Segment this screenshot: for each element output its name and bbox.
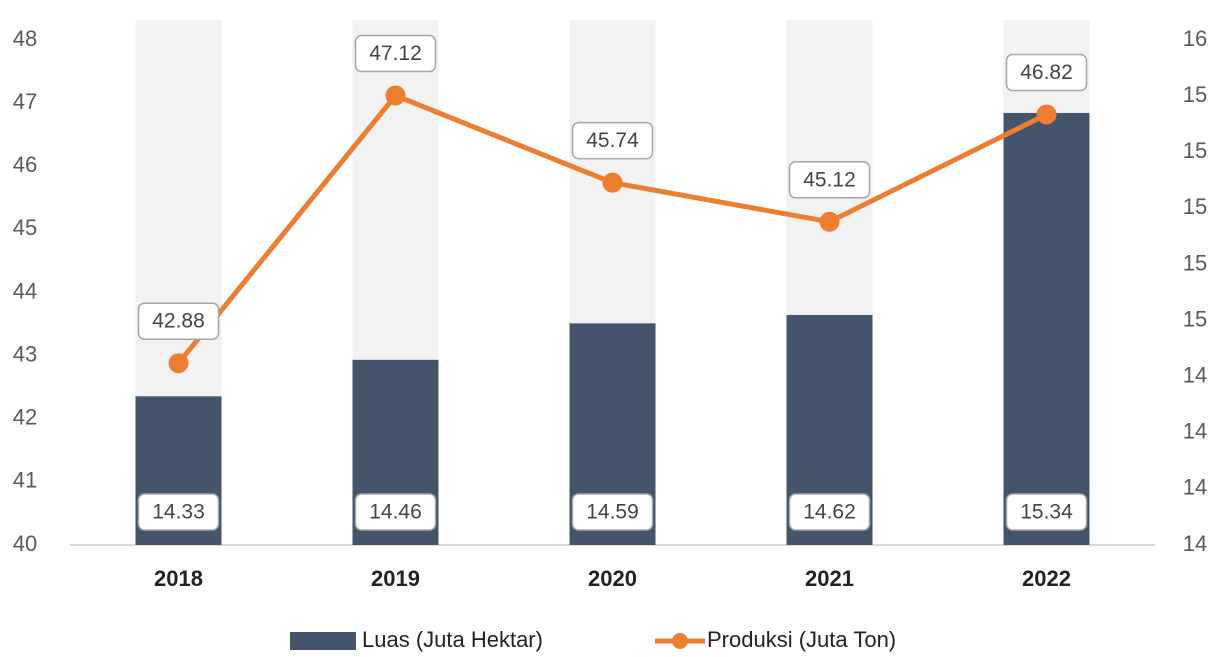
line-point (819, 211, 840, 232)
data-label-text: 46.82 (1020, 61, 1073, 84)
data-label-text: 14.46 (369, 501, 422, 524)
data-label: 45.12 (788, 161, 871, 199)
label-box (571, 121, 654, 160)
label-box (1005, 53, 1088, 92)
data-label-text: 45.74 (586, 129, 639, 152)
y-tick-label: 43 (13, 341, 37, 366)
x-tick-label: 2019 (371, 566, 420, 591)
y-tick-label: 41 (13, 468, 37, 493)
y-tick-label: 48 (13, 26, 37, 51)
data-label: 46.82 (1005, 53, 1088, 92)
bar (1003, 112, 1090, 545)
data-label-text: 14.59 (586, 501, 639, 524)
data-label-text: 42.88 (152, 310, 205, 333)
label-box (354, 493, 437, 531)
label-box (788, 161, 871, 199)
data-label-text: 14.62 (803, 501, 856, 524)
y2-tick-label: 15 (1183, 250, 1207, 275)
data-label-text: 45.12 (803, 168, 856, 191)
x-tick-label: 2018 (154, 566, 203, 591)
legend-label: Produksi (Juta Ton) (707, 627, 896, 652)
label-box (354, 34, 437, 73)
label-box (1005, 493, 1088, 531)
data-label: 47.12 (354, 34, 437, 73)
data-label: 45.74 (571, 121, 654, 160)
y-tick-label: 46 (13, 152, 37, 177)
data-label-text: 15.34 (1020, 501, 1073, 524)
data-label: 14.46 (354, 493, 437, 531)
y-tick-label: 40 (13, 531, 37, 556)
line-point (168, 353, 189, 374)
legend-marker (672, 633, 688, 649)
y2-tick-label: 14 (1183, 419, 1207, 444)
data-label-text: 47.12 (369, 42, 422, 65)
data-label: 14.59 (571, 493, 654, 531)
data-label: 15.34 (1005, 493, 1088, 531)
y2-tick-label: 15 (1183, 194, 1207, 219)
y-tick-label: 45 (13, 215, 37, 240)
label-box (137, 302, 220, 340)
y2-tick-label: 15 (1183, 138, 1207, 163)
y2-tick-label: 14 (1183, 475, 1207, 500)
legend-swatch (290, 632, 356, 650)
data-label: 42.88 (137, 302, 220, 340)
y2-tick-label: 15 (1183, 82, 1207, 107)
line-point (1036, 104, 1057, 125)
line-point (385, 85, 406, 106)
label-box (137, 493, 220, 531)
data-label: 14.62 (788, 493, 871, 531)
y-tick-label: 47 (13, 89, 37, 114)
y-tick-label: 42 (13, 405, 37, 430)
y2-tick-label: 15 (1183, 306, 1207, 331)
label-box (571, 493, 654, 531)
legend-label: Luas (Juta Hektar) (362, 627, 543, 652)
y2-tick-label: 14 (1183, 531, 1207, 556)
label-box (788, 493, 871, 531)
data-label: 14.33 (137, 493, 220, 531)
line-point (602, 172, 623, 193)
y-tick-label: 44 (13, 278, 37, 303)
x-tick-label: 2020 (588, 566, 637, 591)
y2-tick-label: 16 (1183, 26, 1207, 51)
y2-tick-label: 14 (1183, 362, 1207, 387)
x-tick-label: 2022 (1022, 566, 1071, 591)
data-label-text: 14.33 (152, 501, 205, 524)
x-tick-label: 2021 (805, 566, 854, 591)
